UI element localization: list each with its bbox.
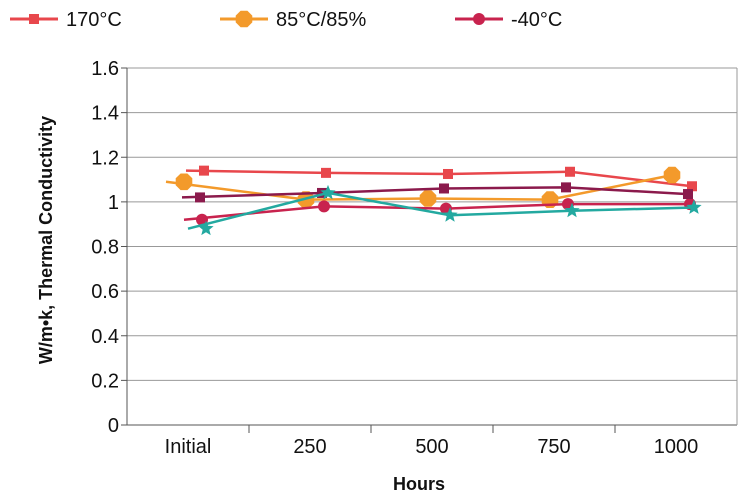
data-point xyxy=(195,192,205,203)
legend-item: 85°C/85% xyxy=(220,9,366,31)
x-tick-label: 500 xyxy=(415,436,448,458)
x-axis-title: Hours xyxy=(393,474,445,494)
data-point xyxy=(198,220,214,236)
data-point xyxy=(196,213,208,226)
data-point xyxy=(564,202,580,218)
series-2 xyxy=(165,166,681,208)
data-point xyxy=(321,167,331,178)
data-point xyxy=(175,173,193,191)
series-5 xyxy=(187,184,702,236)
series-1 xyxy=(185,165,697,192)
x-tick-label: Initial xyxy=(165,436,212,458)
legend-label: 170°C xyxy=(66,9,122,31)
data-point xyxy=(683,189,693,200)
data-point xyxy=(439,183,449,194)
y-tick-label: 0.6 xyxy=(91,281,119,303)
y-tick-label: 1.4 xyxy=(91,103,119,125)
plot-area: 0 0.2 0.4 0.6 0.8 1 1.2 1.4 1.6 Initial 250 500 750 1… xyxy=(91,58,738,458)
data-point xyxy=(561,182,571,193)
legend-item: 170°C xyxy=(10,9,122,31)
data-point xyxy=(443,168,453,179)
data-point xyxy=(317,187,327,198)
data-point xyxy=(565,166,575,177)
y-tick-label: 0.4 xyxy=(91,326,119,348)
data-point xyxy=(318,200,330,213)
y-tick-label: 0.2 xyxy=(91,370,119,392)
data-point xyxy=(663,166,681,184)
legend-marker xyxy=(473,13,485,25)
data-point xyxy=(686,199,702,214)
series-4 xyxy=(181,182,693,203)
legend-label: 85°C/85% xyxy=(276,9,366,31)
data-point xyxy=(442,207,458,222)
x-tick-label: 250 xyxy=(293,436,326,458)
legend-marker xyxy=(29,14,39,24)
y-tick-label: 0.8 xyxy=(91,237,119,259)
y-tick-label: 1.6 xyxy=(91,58,119,80)
data-point xyxy=(687,181,697,192)
x-tick-label: 1000 xyxy=(654,436,699,458)
legend-item: -40°C xyxy=(455,9,562,31)
data-point xyxy=(199,165,209,176)
data-point xyxy=(320,184,336,200)
legend-label: -40°C xyxy=(511,9,562,31)
x-tick-label: 750 xyxy=(537,436,570,458)
legend-marker xyxy=(235,10,253,28)
y-tick-label: 1 xyxy=(108,192,119,214)
y-tick-label: 1.2 xyxy=(91,147,119,169)
legend: 170°C 85°C/85% -40°C xyxy=(10,9,562,31)
data-point xyxy=(419,190,437,207)
y-axis-title: W/m•k, Thermal Conductivity xyxy=(36,116,56,364)
y-tick-label: 0 xyxy=(108,415,119,437)
